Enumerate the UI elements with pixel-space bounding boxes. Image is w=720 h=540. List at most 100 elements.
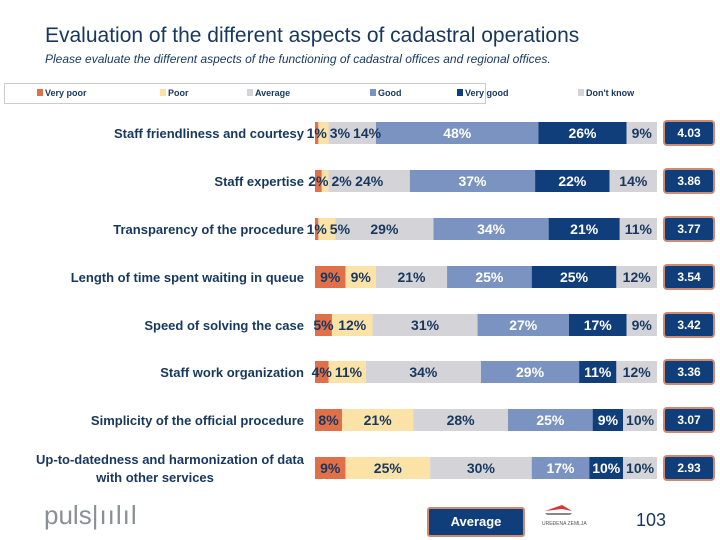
data-label: 11%	[584, 364, 612, 380]
data-label: 34%	[477, 221, 506, 237]
bar-segment	[342, 409, 414, 431]
bar-segment	[375, 266, 448, 288]
bar-segment	[315, 218, 319, 240]
data-label: 9%	[351, 269, 372, 285]
subtitle: Please evaluate the different aspects of…	[45, 52, 551, 66]
data-label: 31%	[411, 317, 440, 333]
bar-segment	[592, 409, 624, 431]
category-label: Simplicity of the official procedure	[91, 413, 304, 428]
data-label: 5%	[330, 221, 351, 237]
page-title: Evaluation of the different aspects of c…	[45, 24, 580, 47]
legend-swatch	[578, 89, 584, 96]
bar-segment	[589, 457, 624, 479]
data-label: 27%	[509, 317, 538, 333]
legend: Very poor Poor Average Good Very good Don't k…	[4, 83, 634, 104]
category-label: Staff work organization	[160, 365, 304, 380]
legend-swatch	[160, 89, 166, 96]
data-label: 9%	[320, 460, 341, 476]
data-label: 25%	[560, 269, 589, 285]
partner-logo: UREĐENA ZEMLJA	[542, 505, 587, 527]
data-label: 17%	[584, 317, 613, 333]
data-label: 28%	[447, 412, 476, 428]
data-label: 37%	[458, 173, 487, 189]
legend-swatch	[457, 89, 463, 96]
bar-segment	[315, 314, 332, 336]
data-label: 9%	[632, 317, 653, 333]
bar-segment	[328, 170, 410, 192]
data-label: 9%	[632, 125, 653, 141]
bar-segment	[409, 170, 536, 192]
bar-segment	[616, 266, 657, 288]
data-label: 2%	[308, 173, 329, 189]
data-label: 29%	[516, 364, 545, 380]
legend-item: Very poor	[37, 88, 87, 98]
data-label: 2%	[332, 173, 353, 189]
bar-segment	[619, 218, 657, 240]
bar-segment	[531, 457, 590, 479]
data-label: 5%	[313, 317, 334, 333]
legend-item: Good	[370, 88, 402, 98]
bar-segment	[331, 314, 373, 336]
average-badge: 3.54	[663, 264, 715, 290]
bar-segment	[413, 409, 509, 431]
svg-text:UREĐENA ZEMLJA: UREĐENA ZEMLJA	[542, 521, 587, 527]
category-label: Staff expertise	[214, 174, 304, 189]
bar-segment	[616, 361, 657, 383]
category-label: Transparency of the procedure	[113, 222, 304, 237]
data-label: 14%	[353, 125, 382, 141]
category-label: Up-to-datedness and harmonization of dat…	[36, 452, 305, 467]
category-label: Speed of solving the case	[144, 318, 304, 333]
data-label: 26%	[568, 125, 597, 141]
bar-segment	[623, 409, 657, 431]
bar-segment	[315, 409, 343, 431]
bar-segment	[321, 170, 329, 192]
data-label: 21%	[364, 412, 393, 428]
category-label: Staff friendliness and courtesy	[114, 126, 305, 141]
average-badge: 4.03	[663, 120, 715, 146]
data-label: 25%	[536, 412, 565, 428]
bar-segment	[508, 409, 593, 431]
average-badge: 3.42	[663, 312, 715, 338]
legend-label: Average	[255, 88, 291, 98]
bar-segment	[579, 361, 617, 383]
bar-segment	[548, 218, 620, 240]
bar-segment	[375, 122, 539, 144]
legend-label: Very good	[465, 88, 509, 98]
bar-segment	[315, 122, 319, 144]
bar-segment	[315, 266, 346, 288]
page-number: 103	[636, 510, 667, 530]
data-label: 10%	[592, 460, 621, 476]
data-label: 34%	[409, 364, 438, 380]
legend-swatch	[247, 89, 253, 96]
bar-segment	[626, 314, 657, 336]
average-badge: 2.93	[663, 455, 715, 481]
category-label: with other services	[95, 470, 214, 485]
data-label: 10%	[626, 460, 655, 476]
data-label: 9%	[320, 269, 341, 285]
legend-label: Poor	[168, 88, 189, 98]
data-label: 10%	[626, 412, 655, 428]
legend-swatch	[37, 89, 43, 96]
legend-item: Poor	[160, 88, 189, 98]
puls-logo-text: puls	[44, 500, 92, 530]
bar-segment	[538, 122, 627, 144]
data-label: 11%	[625, 221, 653, 237]
average-badge: 3.86	[663, 168, 715, 194]
bar-segment	[318, 218, 336, 240]
bar-segment	[315, 361, 329, 383]
data-label: 25%	[374, 460, 403, 476]
legend-item: Very good	[457, 88, 509, 98]
data-label: 17%	[546, 460, 575, 476]
data-label: 30%	[467, 460, 496, 476]
data-label: 29%	[370, 221, 399, 237]
bar-segment	[535, 170, 610, 192]
data-label: 12%	[338, 317, 367, 333]
bar-segment	[345, 457, 431, 479]
bar-segment	[477, 314, 569, 336]
data-label: 11%	[335, 364, 363, 380]
data-label: 25%	[475, 269, 504, 285]
data-label: 24%	[355, 173, 384, 189]
bar-segment	[623, 457, 657, 479]
puls-logo: puls|ıılıl	[44, 500, 138, 530]
